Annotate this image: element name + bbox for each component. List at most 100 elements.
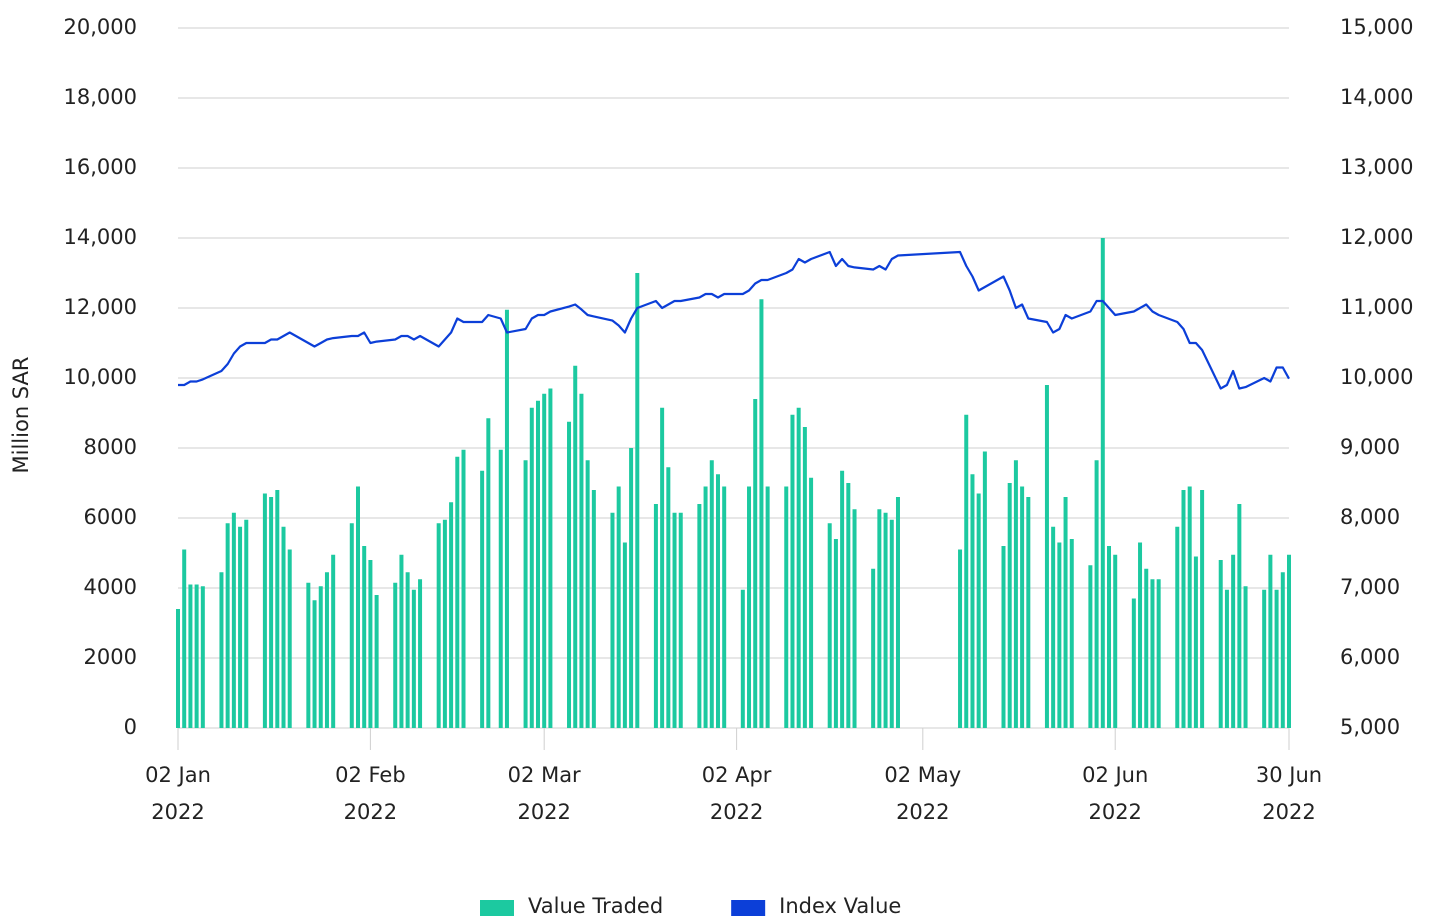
y2-tick-label: 8,000 [1340,505,1400,529]
y-tick-label: 12,000 [64,295,137,319]
y-tick-label: 8000 [84,435,137,459]
bar [964,414,969,728]
bar [1187,486,1192,728]
y2-tick-label: 15,000 [1340,15,1413,39]
bar [281,526,286,728]
bar [1156,579,1161,728]
bar [827,523,832,728]
bar [349,523,354,728]
bar [1150,579,1155,728]
bar [591,490,596,728]
bar [461,449,466,728]
bar [244,519,249,728]
bar [833,539,838,728]
y2-tick-label: 11,000 [1340,295,1413,319]
legend-swatch [480,900,514,916]
bar [765,486,770,728]
bar [1280,572,1285,728]
bar [653,504,658,728]
bar [709,460,714,728]
bar [535,400,540,728]
bar [895,497,900,728]
bar [889,519,894,728]
bar [747,486,752,728]
bar [1131,598,1136,728]
legend-label: Value Traded [528,894,663,918]
bar [449,502,454,728]
legend-swatch [731,900,766,916]
y2-tick-label: 14,000 [1340,85,1413,109]
bar [1007,483,1012,728]
bar [1268,554,1273,728]
bar [1224,589,1229,728]
x-tick-label: 02 Mar 2022 [507,763,581,824]
bar [610,512,615,728]
bar [1274,589,1279,728]
bar [1237,504,1242,728]
bar [1020,486,1025,728]
y-tick-label: 4000 [84,575,137,599]
bar [1100,238,1105,728]
bar [1088,565,1093,728]
bar [629,448,634,728]
bar [1138,542,1143,728]
bar [635,273,640,728]
y2-tick-label: 10,000 [1340,365,1413,389]
bar [548,388,553,728]
bar [262,493,267,728]
bar [188,584,193,728]
y-tick-label: 6000 [84,505,137,529]
bar [585,460,590,728]
bar [1013,460,1018,728]
bar [238,526,243,728]
bar [1218,560,1223,728]
bar [275,490,280,728]
bar [573,365,578,728]
y-tick-label: 18,000 [64,85,137,109]
y2-tick-label: 13,000 [1340,155,1413,179]
bar [362,546,367,728]
bar [306,582,311,728]
bar [324,572,329,728]
bar [790,414,795,728]
bar [411,589,416,728]
y2-tick-label: 9,000 [1340,435,1400,459]
bar [1231,554,1236,728]
bar [877,509,882,728]
bar [442,519,447,728]
bar [1287,554,1291,728]
bar [722,486,727,728]
y2-tick-label: 6,000 [1340,645,1400,669]
bar [405,572,410,728]
bar [1193,556,1198,728]
bar [852,509,857,728]
bar [1107,546,1112,728]
bar [958,549,963,728]
bar [715,474,720,728]
bar [1181,490,1186,728]
x-tick-label: 02 Apr 2022 [701,763,772,824]
bar [1094,460,1099,728]
y-tick-label: 10,000 [64,365,137,389]
bar [976,493,981,728]
line [178,250,1290,390]
bar [529,407,534,728]
legend-label: Index Value [779,894,901,918]
bar [802,427,807,728]
bar [318,586,323,728]
bar [1001,546,1006,728]
bar [219,572,224,728]
bar [312,600,317,728]
bar [703,486,708,728]
x-tick-label: 30 Jun 2022 [1255,763,1323,824]
bar [542,393,547,728]
bar [1200,490,1205,728]
bar [1063,497,1068,728]
bar [1144,568,1149,728]
bar [194,584,199,728]
bar [622,542,627,728]
bar [740,589,745,728]
bar [697,504,702,728]
bar [1051,526,1056,728]
